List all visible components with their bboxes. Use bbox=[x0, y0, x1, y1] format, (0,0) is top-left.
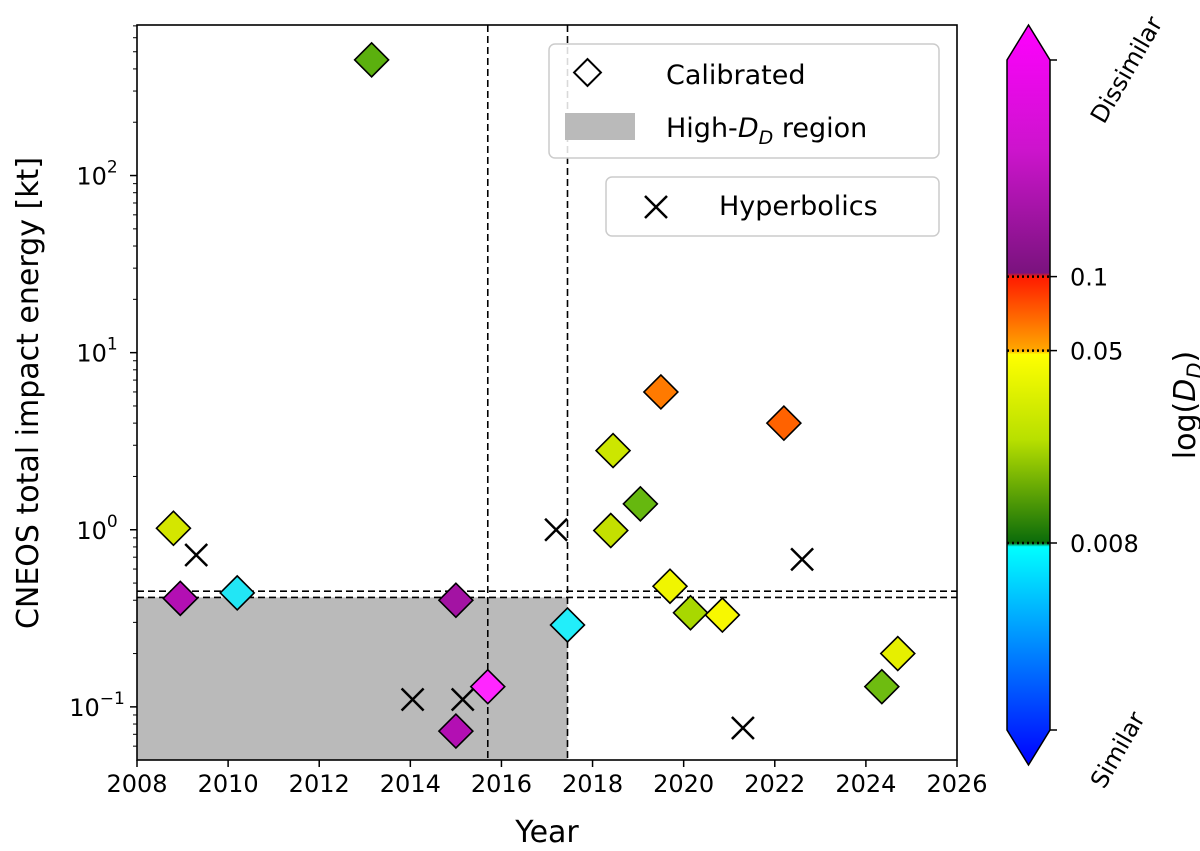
legend-hyperbolics-marker bbox=[644, 195, 668, 219]
legend-region-label: High-DD region bbox=[666, 113, 867, 149]
high-dd-region bbox=[137, 597, 568, 761]
hyperbolic-point bbox=[731, 716, 755, 740]
colorbar-body bbox=[1006, 23, 1051, 767]
x-tick-label: 2020 bbox=[653, 770, 714, 798]
x-axis-title: Year bbox=[514, 815, 579, 850]
y-tick-label: 10−1 bbox=[69, 689, 125, 722]
x-tick-label: 2008 bbox=[106, 770, 167, 798]
calibrated-point bbox=[437, 582, 474, 619]
colorbar-tick-label: 0.05 bbox=[1070, 338, 1123, 366]
y-tick-label: 101 bbox=[76, 335, 117, 368]
hyperbolic-point bbox=[450, 687, 475, 712]
calibrated-point bbox=[549, 606, 586, 644]
calibrated-point bbox=[162, 580, 199, 617]
calibrated-point bbox=[622, 485, 659, 522]
x-tick-label: 2012 bbox=[289, 770, 350, 798]
hyperbolic-point bbox=[544, 517, 568, 542]
x-tick-label: 2010 bbox=[198, 770, 259, 798]
legend-hyperbolics-label: Hyperbolics bbox=[719, 191, 878, 222]
calibrated-point bbox=[594, 432, 632, 469]
colorbar-top-label: Dissimilar bbox=[1085, 12, 1168, 128]
x-tick-label: 2018 bbox=[562, 770, 623, 798]
data-marks bbox=[155, 41, 916, 750]
x-tick-label: 2014 bbox=[380, 770, 441, 798]
legend-calibrated-label: Calibrated bbox=[666, 60, 806, 91]
hyperbolic-point bbox=[184, 543, 209, 567]
x-tick-label: 2016 bbox=[471, 770, 532, 798]
legend-hyperbolics-frame bbox=[605, 176, 940, 237]
calibrated-point bbox=[651, 568, 689, 605]
legend-calibrated-marker bbox=[572, 57, 603, 88]
calibrated-point bbox=[437, 712, 474, 750]
x-tick-label: 2024 bbox=[835, 770, 896, 798]
y-tick-label: 102 bbox=[76, 158, 117, 191]
axes: 2008 2010 2012 2014 2016 2018 2020 2022 2024 2026… bbox=[69, 24, 988, 798]
calibrated-point bbox=[155, 510, 192, 547]
legend-hyperbolics: Hyperbolics bbox=[605, 176, 940, 237]
y-axis-title: CNEOS total impact energy [kt] bbox=[11, 157, 46, 629]
hyperbolic-point bbox=[400, 687, 425, 712]
y-tick-label: 100 bbox=[76, 512, 117, 545]
colorbar-tick-label: 0.008 bbox=[1070, 530, 1139, 558]
calibrated-point bbox=[353, 41, 390, 78]
legend-region-swatch bbox=[565, 113, 635, 140]
legend-main: Calibrated High-DD region bbox=[548, 43, 940, 159]
calibrated-point bbox=[672, 594, 709, 631]
colorbar-title: log(DD) bbox=[1168, 351, 1200, 459]
x-tick-label: 2022 bbox=[744, 770, 805, 798]
calibrated-point bbox=[879, 635, 916, 672]
calibrated-point bbox=[765, 405, 802, 442]
calibrated-point bbox=[592, 512, 629, 549]
colorbar-tick-label: 0.1 bbox=[1070, 264, 1108, 292]
plot-frame bbox=[136, 24, 958, 761]
colorbar-bottom-label: Similar bbox=[1085, 707, 1151, 793]
calibrated-point bbox=[469, 668, 506, 705]
hyperbolic-point bbox=[790, 547, 814, 572]
colorbar: 0.1 0.05 0.008 bbox=[1006, 23, 1139, 767]
calibrated-point bbox=[863, 668, 900, 705]
calibrated-point bbox=[642, 373, 679, 411]
legend-main-frame bbox=[548, 43, 940, 159]
calibrated-point bbox=[219, 574, 256, 612]
x-tick-label: 2026 bbox=[926, 770, 987, 798]
calibrated-point bbox=[704, 596, 741, 634]
